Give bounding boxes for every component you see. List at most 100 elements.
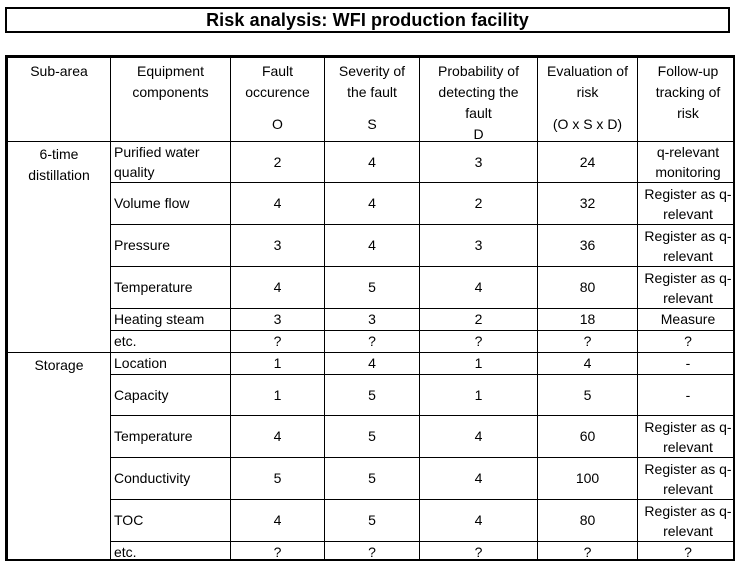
severity-cell: ? xyxy=(324,330,420,353)
severity-cell: 5 xyxy=(324,374,420,416)
header-evaluation-label: Evaluation of risk xyxy=(547,63,628,100)
severity-cell: 3 xyxy=(324,308,420,331)
risk-table: Sub-area Equipment components Fault occu… xyxy=(7,57,733,559)
component-cell: Heating steam xyxy=(110,308,231,331)
probability-cell: 1 xyxy=(419,352,538,375)
probability-cell: ? xyxy=(419,330,538,353)
fault-cell: 4 xyxy=(230,266,325,309)
follow-up-cell: Register as q-relevant xyxy=(637,415,733,458)
follow-up-cell: Register as q-relevant xyxy=(637,499,733,542)
risk-cell: 5 xyxy=(537,374,638,416)
component-cell: etc. xyxy=(110,330,231,353)
follow-up-cell: - xyxy=(637,352,733,375)
severity-cell: 4 xyxy=(324,182,420,225)
subarea-cell: Storage xyxy=(7,352,111,559)
component-cell: Location xyxy=(110,352,231,375)
component-cell: Temperature xyxy=(110,415,231,458)
table-row: 6-time distillation Purified water quali… xyxy=(7,141,733,353)
severity-cell: 4 xyxy=(324,352,420,375)
probability-cell: 4 xyxy=(419,415,538,458)
header-follow-up: Follow-up tracking of risk xyxy=(637,57,733,142)
risk-cell: 100 xyxy=(537,457,638,500)
risk-table-container: Sub-area Equipment components Fault occu… xyxy=(5,55,735,561)
component-cell: Conductivity xyxy=(110,457,231,500)
fault-cell: 5 xyxy=(230,457,325,500)
severity-cell: 4 xyxy=(324,141,420,183)
fault-cell: ? xyxy=(230,330,325,353)
follow-up-cell: Register as q-relevant xyxy=(637,457,733,500)
header-probability-symbol: D xyxy=(473,126,484,142)
page-title: Risk analysis: WFI production facility xyxy=(206,9,529,30)
risk-cell: 4 xyxy=(537,352,638,375)
severity-cell: 5 xyxy=(324,457,420,500)
table-row: Capacity 1 5 1 5 - xyxy=(8,374,733,416)
follow-up-cell: Measure xyxy=(637,308,733,331)
risk-cell: ? xyxy=(537,330,638,353)
probability-cell: 4 xyxy=(419,266,538,309)
fault-cell: 4 xyxy=(230,415,325,458)
probability-cell: 1 xyxy=(419,374,538,416)
fault-cell: 4 xyxy=(230,499,325,542)
risk-cell: 80 xyxy=(537,266,638,309)
table-row: TOC 4 5 4 80 Register as q-relevant xyxy=(8,499,733,542)
component-cell: Volume flow xyxy=(110,182,231,225)
risk-cell: 24 xyxy=(537,141,638,183)
severity-cell: 4 xyxy=(324,224,420,267)
table-row: Storage Location 1 4 1 4 - xyxy=(7,352,733,559)
severity-cell: 5 xyxy=(324,266,420,309)
header-subarea: Sub-area xyxy=(7,57,111,142)
follow-up-cell: ? xyxy=(637,541,733,559)
header-evaluation: Evaluation of risk (O x S x D) xyxy=(537,57,638,142)
component-cell: Pressure xyxy=(110,224,231,267)
follow-up-cell: Register as q-relevant xyxy=(637,224,733,267)
header-fault-label: Fault occurence xyxy=(245,63,310,100)
header-severity-label: Severity of the fault xyxy=(338,63,406,100)
probability-cell: 3 xyxy=(419,141,538,183)
follow-up-cell: q-relevant monitoring xyxy=(637,141,733,183)
fault-cell: 1 xyxy=(230,374,325,416)
header-severity: Severity of the fault S xyxy=(324,57,420,142)
table-row: Heating steam 3 3 2 18 Measure xyxy=(8,308,733,331)
title-box: Risk analysis: WFI production facility xyxy=(5,7,730,33)
table-row: Pressure 3 4 3 36 Register as q-relevant xyxy=(8,224,733,267)
risk-cell: 60 xyxy=(537,415,638,458)
subarea-cell: 6-time distillation xyxy=(7,141,111,353)
component-cell: TOC xyxy=(110,499,231,542)
probability-cell: ? xyxy=(419,541,538,559)
fault-cell: ? xyxy=(230,541,325,559)
component-cell: Capacity xyxy=(110,374,231,416)
risk-cell: 32 xyxy=(537,182,638,225)
header-severity-symbol: S xyxy=(367,116,377,132)
header-probability: Probability of detecting the fault D xyxy=(419,57,538,142)
probability-cell: 4 xyxy=(419,457,538,500)
table-row: etc. ? ? ? ? ? xyxy=(8,330,733,353)
follow-up-cell: - xyxy=(637,374,733,416)
fault-cell: 3 xyxy=(230,224,325,267)
probability-cell: 4 xyxy=(419,499,538,542)
component-cell: Temperature xyxy=(110,266,231,309)
header-probability-label: Probability of detecting the fault xyxy=(438,63,519,121)
severity-cell: ? xyxy=(324,541,420,559)
fault-cell: 3 xyxy=(230,308,325,331)
header-fault: Fault occurence O xyxy=(230,57,325,142)
fault-cell: 1 xyxy=(230,352,325,375)
header-row: Sub-area Equipment components Fault occu… xyxy=(7,57,733,142)
component-cell: etc. xyxy=(110,541,231,559)
table-row: etc. ? ? ? ? ? xyxy=(8,541,733,559)
header-evaluation-symbol: (O x S x D) xyxy=(552,116,623,132)
table-row: Volume flow 4 4 2 32 Register as q-relev… xyxy=(8,182,733,225)
header-follow-up-label: Follow-up tracking of risk xyxy=(655,63,721,121)
follow-up-cell: Register as q-relevant xyxy=(637,182,733,225)
severity-cell: 5 xyxy=(324,415,420,458)
follow-up-cell: ? xyxy=(637,330,733,353)
risk-cell: 36 xyxy=(537,224,638,267)
risk-cell: 80 xyxy=(537,499,638,542)
table-row: Temperature 4 5 4 60 Register as q-relev… xyxy=(8,415,733,458)
probability-cell: 3 xyxy=(419,224,538,267)
header-subarea-label: Sub-area xyxy=(30,63,88,79)
severity-cell: 5 xyxy=(324,499,420,542)
risk-cell: ? xyxy=(537,541,638,559)
fault-cell: 2 xyxy=(230,141,325,183)
header-equipment: Equipment components xyxy=(110,57,231,142)
fault-cell: 4 xyxy=(230,182,325,225)
